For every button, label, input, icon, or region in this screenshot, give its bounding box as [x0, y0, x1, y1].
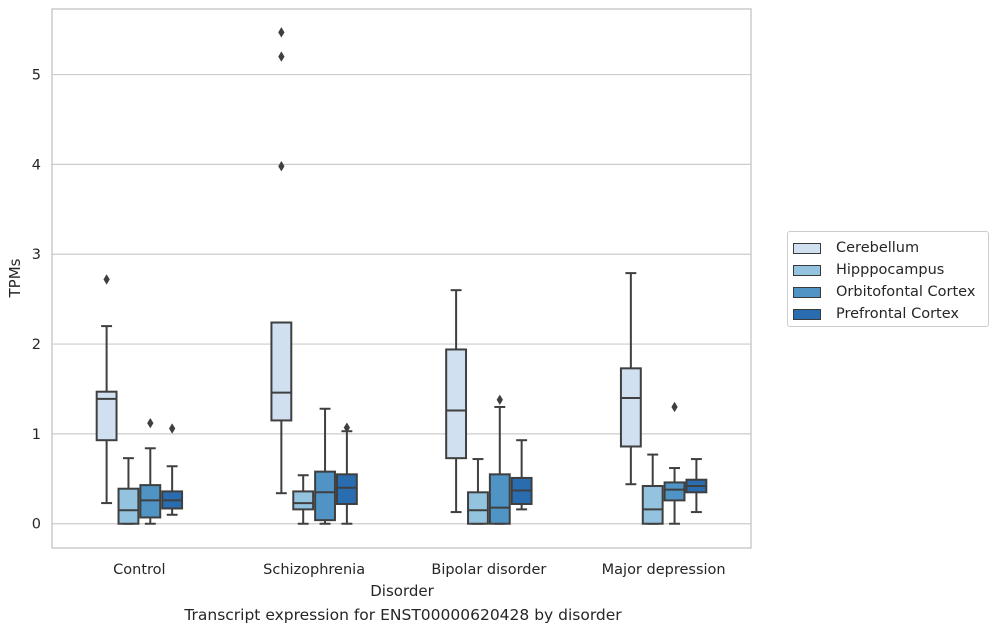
- box-orbitofontal-cortex-schizophrenia: [314, 407, 336, 525]
- legend-item-orbitofrontal-cortex: Orbitofontal Cortex: [788, 281, 988, 303]
- legend-swatch-hippocampus: [793, 264, 821, 276]
- y-tick-labels: 0 1 2 3 4 5: [32, 68, 41, 533]
- box-hipppocampus-schizophrenia: [292, 474, 315, 525]
- outlier-cerebellum-schizophrenia-0: [278, 161, 285, 172]
- box-orbitofontal-cortex-control: [139, 417, 162, 525]
- box-hipppocampus-control: [117, 457, 140, 525]
- box-body-hipppocampus-control: [117, 487, 140, 525]
- outlier-orbitofontal-cortex-control-0: [147, 417, 154, 429]
- plot-frame: [51, 8, 752, 549]
- box-body-cerebellum-bipolar-disorder: [445, 348, 468, 460]
- legend-label-prefrontal-cortex: Prefrontal Cortex: [836, 306, 959, 322]
- outlier-prefrontal-cortex-schizophrenia-0: [343, 422, 351, 433]
- outlier-cerebellum-schizophrenia-2: [278, 27, 285, 38]
- box-plot-marks: [95, 27, 708, 525]
- box-prefrontal-cortex-schizophrenia: [335, 422, 358, 525]
- y-axis-label: TPMs: [6, 258, 24, 298]
- x-tick-label-bipolar-disorder: Bipolar disorder: [431, 562, 546, 578]
- x-axis-label: Disorder: [370, 582, 434, 600]
- box-body-prefrontal-cortex-schizophrenia: [335, 473, 358, 505]
- box-body-hipppocampus-major-depression: [641, 485, 664, 525]
- outlier-orbitofontal-cortex-major-depression-0: [671, 401, 678, 413]
- y-tick-label-3: 3: [32, 247, 41, 263]
- outlier-cerebellum-schizophrenia-1: [278, 51, 285, 62]
- gridlines: [52, 73, 751, 525]
- legend-swatch-cerebellum: [793, 242, 821, 254]
- outlier-cerebellum-control-0: [103, 274, 110, 285]
- legend-swatch-prefrontal-cortex: [793, 308, 821, 320]
- legend-item-hippocampus: Hipppocampus: [788, 259, 988, 281]
- legend-label-orbitofrontal-cortex: Orbitofontal Cortex: [836, 284, 976, 300]
- box-prefrontal-cortex-bipolar-disorder: [510, 439, 533, 511]
- box-prefrontal-cortex-major-depression: [685, 458, 708, 514]
- box-hipppocampus-bipolar-disorder: [467, 458, 489, 525]
- x-tick-label-major-depression: Major depression: [602, 562, 726, 578]
- box-body-hipppocampus-bipolar-disorder: [467, 491, 489, 525]
- box-cerebellum-bipolar-disorder: [445, 289, 468, 514]
- outlier-prefrontal-cortex-control-0: [168, 423, 176, 434]
- box-cerebellum-major-depression: [619, 272, 642, 486]
- legend: Cerebellum Hipppocampus Orbitofontal Cor…: [787, 231, 989, 327]
- legend-label-hippocampus: Hipppocampus: [836, 262, 945, 278]
- box-cerebellum-schizophrenia: [270, 27, 293, 495]
- box-hipppocampus-major-depression: [641, 453, 664, 525]
- box-orbitofontal-cortex-major-depression: [663, 401, 686, 525]
- y-tick-label-1: 1: [32, 427, 41, 443]
- box-body-cerebellum-major-depression: [619, 367, 642, 448]
- legend-item-prefrontal-cortex: Prefrontal Cortex: [788, 303, 988, 325]
- x-tick-labels: Control Schizophrenia Bipolar disorder Majo…: [113, 562, 725, 578]
- box-body-hipppocampus-schizophrenia: [292, 490, 315, 511]
- legend-swatch-orbitofrontal-cortex: [793, 286, 821, 298]
- box-body-cerebellum-schizophrenia: [270, 321, 293, 422]
- outlier-orbitofontal-cortex-bipolar-disorder-0: [496, 394, 503, 405]
- y-tick-label-0: 0: [32, 517, 41, 533]
- box-body-cerebellum-control: [95, 390, 118, 442]
- box-body-orbitofontal-cortex-bipolar-disorder: [488, 473, 511, 525]
- y-tick-label-5: 5: [32, 68, 41, 84]
- y-tick-label-4: 4: [32, 157, 41, 173]
- chart-caption: Transcript expression for ENST0000062042…: [184, 606, 622, 624]
- legend-item-cerebellum: Cerebellum: [788, 237, 988, 259]
- x-tick-label-schizophrenia: Schizophrenia: [263, 562, 365, 578]
- legend-label-cerebellum: Cerebellum: [836, 240, 920, 256]
- box-orbitofontal-cortex-bipolar-disorder: [488, 394, 511, 525]
- y-tick-label-2: 2: [32, 337, 41, 353]
- box-cerebellum-control: [95, 274, 118, 505]
- box-prefrontal-cortex-control: [161, 423, 184, 516]
- box-body-orbitofontal-cortex-schizophrenia: [314, 470, 336, 522]
- box-body-orbitofontal-cortex-major-depression: [663, 481, 686, 502]
- x-tick-label-control: Control: [113, 562, 165, 578]
